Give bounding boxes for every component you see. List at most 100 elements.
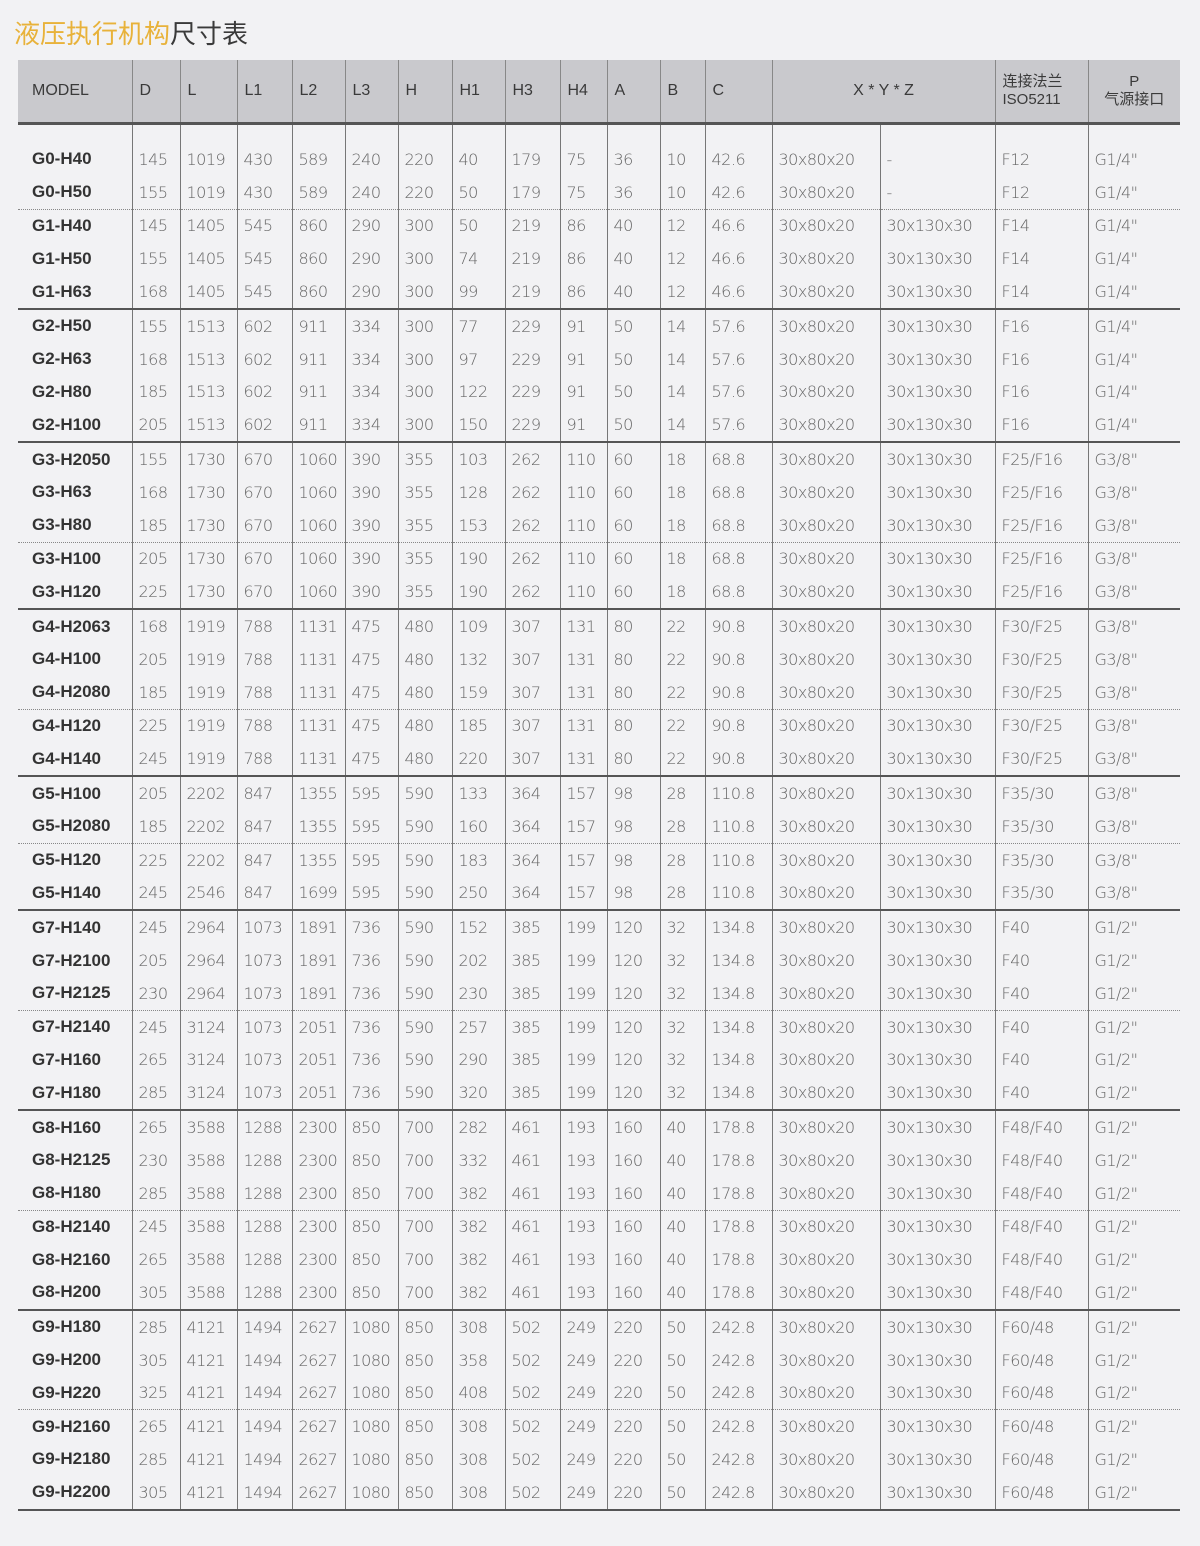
cell-l: 1730 — [179, 508, 237, 543]
cell-h4: 199 — [559, 944, 607, 977]
cell-xyz-2: 30x130x30 — [879, 843, 995, 877]
table-row: G4-H140 245 1919 788 1131 475 480 220 307 131 80 22… — [18, 742, 1180, 778]
cell-h1: 133 — [451, 776, 505, 810]
cell-h1: 408 — [451, 1376, 505, 1411]
table-row: G8-H2140 245 3588 1288 2300 850 700 382 461 193 16… — [18, 1210, 1180, 1244]
cell-xyz-2: 30x130x30 — [879, 508, 995, 543]
spacer-cell — [704, 123, 772, 143]
cell-a: 120 — [606, 1076, 660, 1112]
cell-b: 50 — [659, 1309, 705, 1344]
cell-l1: 1073 — [236, 1043, 292, 1077]
cell-h: 700 — [397, 1143, 452, 1177]
cell-h1: 230 — [451, 976, 505, 1011]
cell-l2: 1891 — [291, 910, 345, 945]
cell-h3: 364 — [504, 809, 560, 844]
cell-l: 3588 — [179, 1243, 237, 1277]
header-h: H — [397, 60, 452, 125]
cell-d: 245 — [131, 876, 180, 912]
cell-l2: 2627 — [291, 1309, 345, 1344]
cell-h3: 502 — [504, 1475, 560, 1511]
cell-l3: 850 — [344, 1143, 398, 1177]
cell-flange: F35/30 — [994, 776, 1088, 810]
cell-model: G9-H2160 — [32, 1416, 111, 1436]
cell-l1: 1073 — [236, 1010, 292, 1044]
cell-air-port: G3/8" — [1087, 442, 1180, 476]
cell-model: G7-H2100 — [32, 950, 111, 970]
cell-h1: 153 — [451, 508, 505, 543]
cell-h3: 364 — [504, 776, 560, 810]
cell-air-port: G1/2" — [1087, 1076, 1180, 1112]
cell-h4: 199 — [559, 1043, 607, 1077]
cell-h: 355 — [397, 575, 452, 611]
cell-h1: 50 — [451, 209, 505, 243]
cell-air-port: G1/2" — [1087, 976, 1180, 1011]
cell-air-port: G1/4" — [1087, 175, 1180, 210]
cell-l2: 1060 — [291, 508, 345, 543]
cell-l3: 1080 — [344, 1309, 398, 1344]
cell-a: 160 — [606, 1110, 660, 1144]
cell-c: 242.8 — [704, 1443, 772, 1476]
cell-xyz-2: 30x130x30 — [879, 475, 995, 509]
header-model: MODEL — [18, 60, 132, 125]
cell-b: 18 — [659, 442, 705, 476]
cell-a: 220 — [606, 1343, 660, 1377]
cell-h4: 199 — [559, 910, 607, 945]
cell-flange: F40 — [994, 1010, 1088, 1044]
cell-l1: 545 — [236, 242, 292, 276]
cell-c: 68.8 — [704, 508, 772, 543]
cell-h4: 75 — [559, 143, 607, 176]
cell-air-port: G1/2" — [1087, 1210, 1180, 1244]
cell-b: 18 — [659, 542, 705, 576]
cell-xyz-1: 30x80x20 — [771, 1443, 880, 1476]
cell-xyz-2: 30x130x30 — [879, 809, 995, 844]
header-l2: L2 — [291, 60, 345, 125]
cell-model: G8-H160 — [32, 1117, 101, 1137]
cell-l1: 602 — [236, 375, 292, 409]
cell-h4: 131 — [559, 742, 607, 778]
cell-d: 325 — [131, 1376, 180, 1411]
cell-h: 850 — [397, 1309, 452, 1344]
cell-l3: 475 — [344, 709, 398, 743]
cell-h4: 75 — [559, 175, 607, 210]
cell-h1: 40 — [451, 143, 505, 176]
cell-model: G8-H180 — [18, 1176, 132, 1211]
cell-h3: 385 — [504, 1010, 560, 1044]
cell-d: 305 — [131, 1475, 180, 1511]
cell-flange: F60/48 — [994, 1343, 1088, 1377]
cell-b: 28 — [659, 809, 705, 844]
cell-h1: 257 — [451, 1010, 505, 1044]
cell-h4: 193 — [559, 1243, 607, 1277]
cell-d: 155 — [131, 442, 180, 476]
cell-h1: 358 — [451, 1343, 505, 1377]
cell-xyz-2: 30x130x30 — [879, 1409, 995, 1444]
cell-c: 57.6 — [704, 375, 772, 409]
cell-h: 700 — [397, 1110, 452, 1144]
cell-h: 300 — [397, 408, 452, 444]
cell-d: 155 — [131, 308, 180, 343]
cell-h: 220 — [397, 175, 452, 210]
cell-model: G9-H180 — [32, 1317, 101, 1337]
table-row: G9-H200 305 4121 1494 2627 1080 850 358 502 249 22… — [18, 1343, 1180, 1377]
cell-flange: F25/F16 — [994, 575, 1088, 611]
cell-h3: 502 — [504, 1443, 560, 1476]
cell-air-port: G3/8" — [1087, 776, 1180, 810]
cell-air-port: G3/8" — [1087, 809, 1180, 844]
cell-c: 178.8 — [704, 1110, 772, 1144]
cell-flange: F16 — [994, 342, 1088, 376]
cell-l1: 847 — [236, 809, 292, 844]
cell-h4: 249 — [559, 1409, 607, 1444]
cell-l2: 860 — [291, 209, 345, 243]
cell-xyz-2: 30x130x30 — [879, 442, 995, 476]
cell-h: 480 — [397, 709, 452, 743]
cell-l1: 847 — [236, 843, 292, 877]
cell-air-port: G3/8" — [1087, 876, 1180, 912]
table-row: G4-H2080 185 1919 788 1131 475 480 159 307 131 80 2… — [18, 675, 1180, 710]
spacer-cell — [771, 123, 880, 143]
cell-l2: 2627 — [291, 1443, 345, 1476]
cell-c: 90.8 — [704, 675, 772, 710]
cell-air-port: G1/4" — [1087, 308, 1180, 343]
cell-air-port: G3/8" — [1087, 709, 1180, 743]
cell-l: 4121 — [179, 1475, 237, 1511]
table-row: G5-H2080 185 2202 847 1355 595 590 160 364 157 98 2… — [18, 809, 1180, 844]
cell-b: 32 — [659, 1010, 705, 1044]
